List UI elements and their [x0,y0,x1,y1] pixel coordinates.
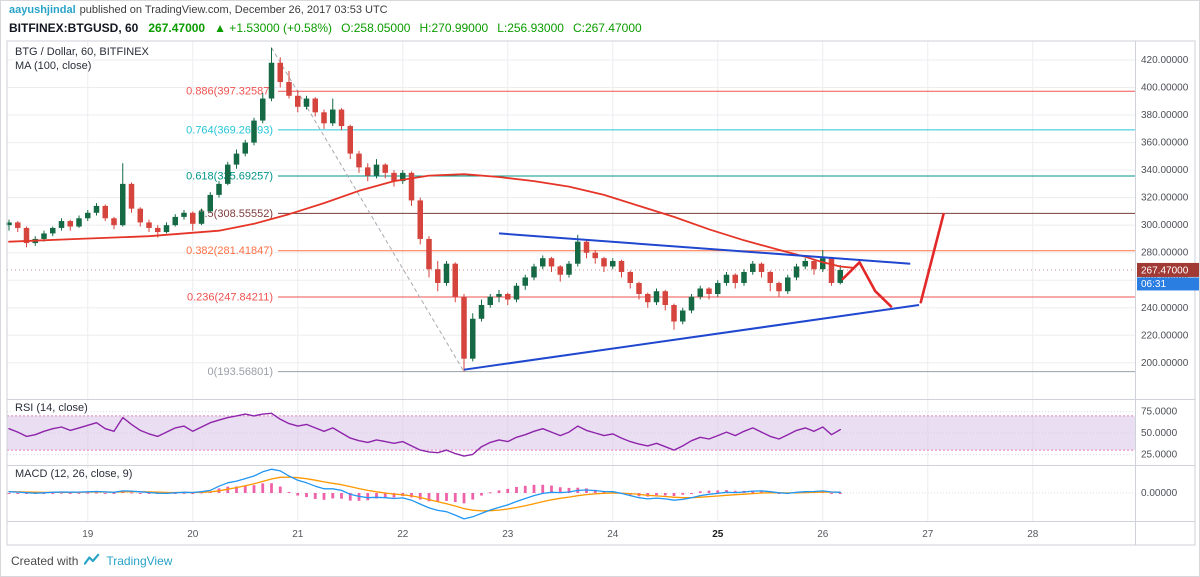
tradingview-link[interactable]: TradingView [106,554,173,568]
ma-100-line[interactable] [8,173,855,269]
svg-text:340.00000: 340.00000 [1141,165,1189,176]
svg-text:240.00000: 240.00000 [1141,303,1189,314]
macd-legend[interactable]: MACD (12, 26, close, 9) [12,468,136,480]
last-price-badge: 267.47000 06:31 [1137,262,1199,291]
macd-plot[interactable] [7,468,842,520]
symbol-info-bar: BITFINEX:BTGUSD, 60 267.47000 ▲ +1.53000 (… [1,18,1199,39]
svg-text:23: 23 [502,529,514,540]
svg-text:380.00000: 380.00000 [1141,110,1189,121]
svg-text:0.00000: 0.00000 [1141,488,1178,499]
symbol-name: BITFINEX:BTGUSD, 60 [9,21,139,35]
svg-text:28: 28 [1027,529,1039,540]
high-value: H:270.99000 [419,21,489,35]
svg-text:420.00000: 420.00000 [1141,55,1189,66]
svg-text:25.0000: 25.0000 [1141,449,1178,460]
svg-text:220.00000: 220.00000 [1141,330,1189,341]
trendline-lower-support [463,304,920,371]
pane-frame [6,40,1196,546]
svg-text:20: 20 [187,529,199,540]
gridlines [7,41,1135,521]
svg-text:0.382(281.41847): 0.382(281.41847) [186,245,273,257]
svg-text:320.00000: 320.00000 [1141,193,1189,204]
svg-text:19: 19 [82,529,94,540]
svg-text:22: 22 [397,529,409,540]
svg-text:360.00000: 360.00000 [1141,138,1189,149]
publisher-link[interactable]: aayushjindal [9,4,76,16]
svg-text:06:31: 06:31 [1141,279,1166,290]
rsi-band [7,415,1135,451]
rsi-plot[interactable] [8,412,841,457]
svg-text:0.886(397.32587): 0.886(397.32587) [186,86,273,98]
svg-text:0.5(308.55552): 0.5(308.55552) [198,208,273,220]
candlestick-series[interactable] [6,47,843,372]
price-axis[interactable]: 420.00000 400.00000 380.00000 360.00000 340.… [1141,55,1189,499]
svg-text:280.00000: 280.00000 [1141,248,1189,259]
svg-text:25: 25 [712,529,724,540]
ma-legend[interactable]: MA (100, close) [12,60,95,72]
svg-text:0(193.56801): 0(193.56801) [208,366,273,378]
svg-text:24: 24 [607,529,619,540]
last-price-value: 267.47000 [148,21,206,35]
svg-text:27: 27 [922,529,934,540]
svg-text:21: 21 [292,529,304,540]
svg-text:0.764(369.26893): 0.764(369.26893) [186,124,273,136]
created-with-text: Created with [11,554,79,568]
trendlines[interactable] [463,232,920,371]
attribution-bar: aayushjindal published on TradingView.com… [1,1,1199,19]
tradingview-logo-icon [84,553,100,565]
price-change: ▲ +1.53000 (+0.58%) [214,21,333,35]
svg-text:267.47000: 267.47000 [1141,265,1189,276]
projection-drawing[interactable] [841,212,945,308]
time-axis[interactable]: 19 20 21 22 23 24 25 26 27 28 [82,529,1039,540]
series-legend[interactable]: BTG / Dollar, 60, BITFINEX [12,46,152,58]
svg-text:75.0000: 75.0000 [1141,407,1178,418]
low-value: L:256.93000 [497,21,564,35]
trendline-upper-resistance [498,232,911,265]
svg-text:200.00000: 200.00000 [1141,358,1189,369]
footer-bar: Created with TradingView [11,549,172,573]
rsi-legend[interactable]: RSI (14, close) [12,402,91,414]
close-value: C:267.47000 [572,21,642,35]
published-text: published on TradingView.com, December 2… [79,4,388,16]
open-value: O:258.05000 [341,21,411,35]
svg-text:50.0000: 50.0000 [1141,428,1178,439]
countdown-badge [1137,277,1199,291]
svg-text:0.236(247.84211): 0.236(247.84211) [187,291,273,303]
svg-text:300.00000: 300.00000 [1141,220,1189,231]
svg-text:26: 26 [817,529,829,540]
svg-text:400.00000: 400.00000 [1141,83,1189,94]
